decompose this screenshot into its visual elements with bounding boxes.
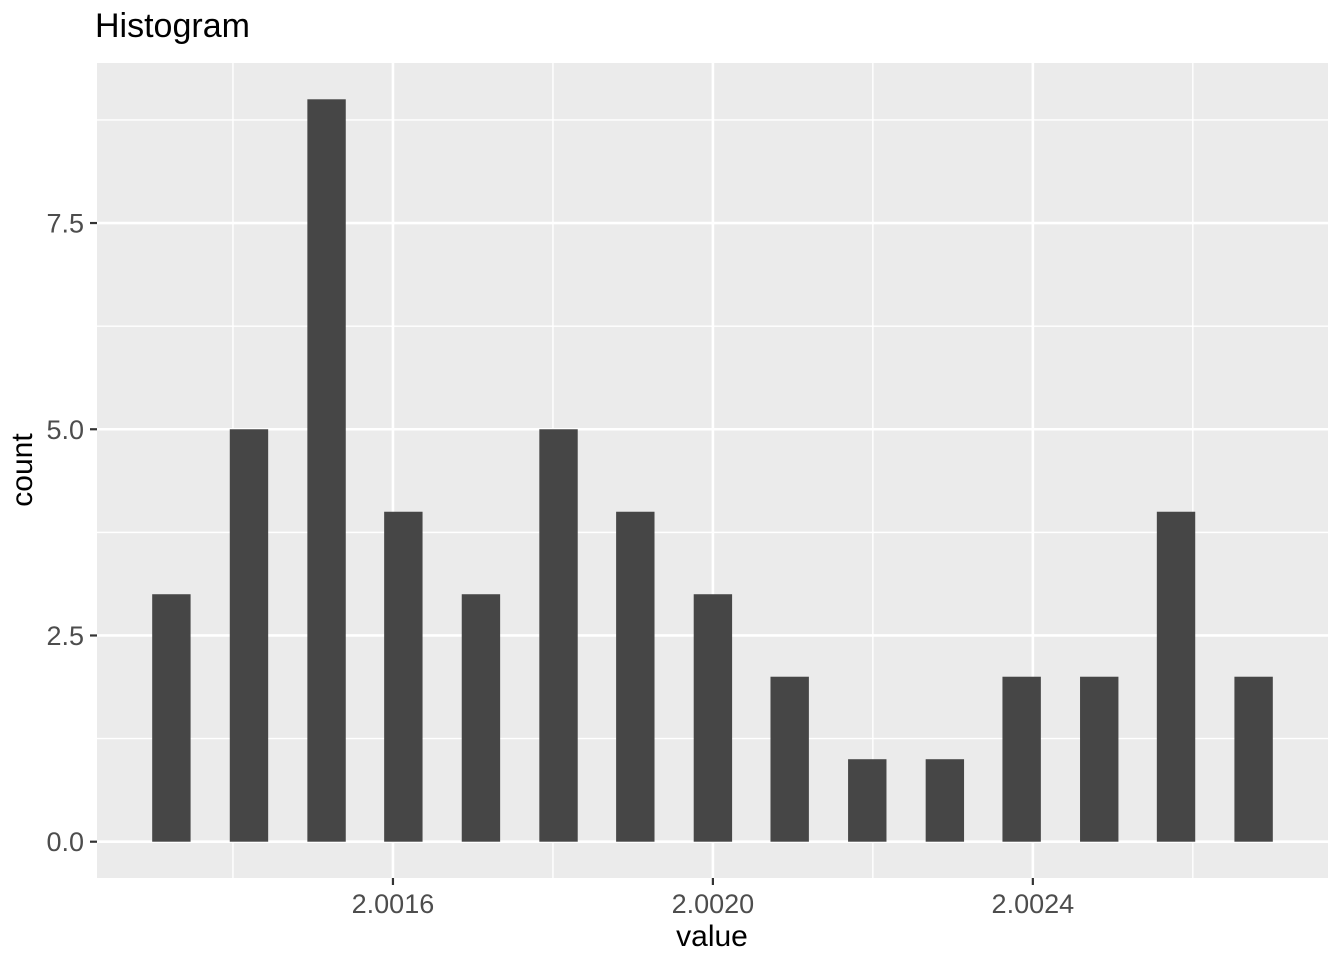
x-tick-label: 2.0020 (672, 889, 755, 919)
histogram-bar (1234, 676, 1273, 842)
histogram-bar (229, 429, 269, 842)
y-tick-label: 2.5 (46, 621, 84, 651)
x-tick-label: 2.0024 (992, 889, 1075, 919)
histogram-bar (925, 759, 965, 842)
histogram-bar (461, 594, 501, 842)
histogram-bar (1156, 511, 1196, 842)
y-tick-label: 0.0 (46, 827, 84, 857)
histogram-bar (770, 676, 809, 842)
y-tick-label: 5.0 (46, 415, 84, 445)
histogram-bar (152, 594, 191, 842)
chart-title: Histogram (95, 7, 250, 45)
histogram-bar (848, 759, 887, 842)
x-tick-label: 2.0016 (352, 889, 435, 919)
histogram-bar (307, 99, 346, 842)
histogram-bar (616, 511, 655, 842)
histogram-bar (1002, 676, 1041, 842)
y-tick-label: 7.5 (46, 209, 84, 239)
histogram-bar (384, 511, 423, 842)
histogram-bar (693, 594, 733, 842)
y-axis-title: count (6, 433, 39, 507)
histogram-bar (539, 429, 578, 842)
histogram-bar (1080, 676, 1119, 842)
x-axis-title: value (676, 920, 748, 953)
